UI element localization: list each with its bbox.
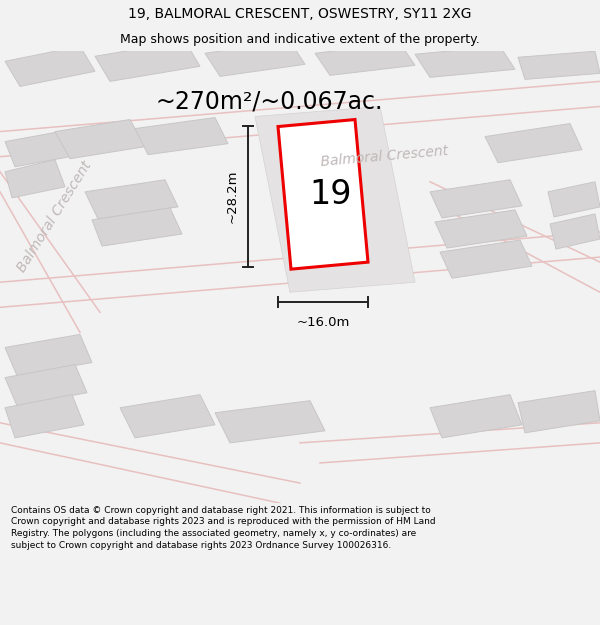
Polygon shape bbox=[255, 106, 415, 293]
Polygon shape bbox=[5, 132, 70, 167]
Polygon shape bbox=[215, 401, 325, 443]
Polygon shape bbox=[440, 240, 532, 278]
Polygon shape bbox=[518, 391, 600, 433]
Polygon shape bbox=[135, 118, 228, 154]
Text: ~16.0m: ~16.0m bbox=[296, 316, 350, 329]
Polygon shape bbox=[85, 180, 178, 219]
Polygon shape bbox=[518, 51, 600, 79]
Polygon shape bbox=[430, 394, 522, 438]
Polygon shape bbox=[95, 41, 200, 81]
Polygon shape bbox=[5, 46, 95, 86]
Polygon shape bbox=[5, 394, 84, 438]
Polygon shape bbox=[415, 46, 515, 78]
Polygon shape bbox=[55, 119, 145, 159]
Text: 19, BALMORAL CRESCENT, OSWESTRY, SY11 2XG: 19, BALMORAL CRESCENT, OSWESTRY, SY11 2X… bbox=[128, 8, 472, 21]
Text: ~270m²/~0.067ac.: ~270m²/~0.067ac. bbox=[155, 89, 382, 114]
Polygon shape bbox=[120, 394, 215, 438]
Polygon shape bbox=[5, 334, 92, 376]
Polygon shape bbox=[5, 364, 87, 406]
Polygon shape bbox=[430, 180, 522, 218]
Text: Map shows position and indicative extent of the property.: Map shows position and indicative extent… bbox=[120, 34, 480, 46]
Polygon shape bbox=[92, 208, 182, 246]
Polygon shape bbox=[5, 160, 65, 198]
Polygon shape bbox=[205, 41, 305, 76]
Polygon shape bbox=[548, 182, 600, 217]
Polygon shape bbox=[550, 214, 600, 249]
Text: 19: 19 bbox=[310, 178, 352, 211]
Polygon shape bbox=[485, 124, 582, 162]
Polygon shape bbox=[278, 119, 368, 269]
Polygon shape bbox=[435, 210, 527, 248]
Text: Balmoral Crescent: Balmoral Crescent bbox=[15, 159, 95, 275]
Text: Balmoral Crescent: Balmoral Crescent bbox=[320, 144, 449, 169]
Polygon shape bbox=[315, 43, 415, 76]
Text: ~28.2m: ~28.2m bbox=[226, 169, 239, 223]
Text: Contains OS data © Crown copyright and database right 2021. This information is : Contains OS data © Crown copyright and d… bbox=[11, 506, 436, 550]
